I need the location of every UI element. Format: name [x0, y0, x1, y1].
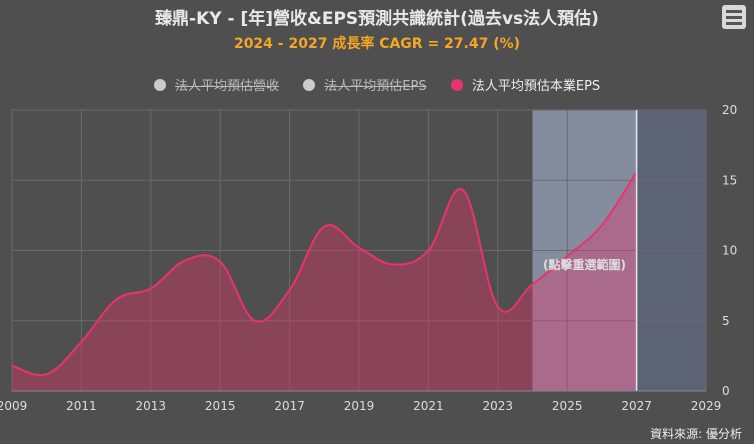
legend: 法人平均預估營收 法人平均預估EPS 法人平均預估本業EPS — [0, 75, 754, 94]
x-tick-label: 2023 — [483, 399, 514, 413]
legend-dot-icon — [450, 79, 463, 91]
zoom-reset-label: (點擊重選範圍) — [543, 257, 626, 272]
series-area — [12, 171, 637, 391]
y-tick-label: 5 — [722, 314, 730, 328]
source-credit: 資料來源: 優分析 — [650, 427, 742, 441]
y-tick-label: 10 — [722, 244, 737, 258]
x-tick-label: 2009 — [0, 399, 27, 413]
y-tick-label: 15 — [722, 173, 737, 187]
x-tick-label: 2017 — [274, 399, 305, 413]
x-tick-label: 2021 — [413, 399, 444, 413]
series-line — [11, 171, 638, 377]
x-tick-label: 2019 — [344, 399, 375, 413]
x-tick-label: 2015 — [205, 399, 236, 413]
x-tick-label: 2027 — [621, 399, 652, 413]
chart-title: 臻鼎-KY - [年]營收&EPS預測共識統計(過去vs法人預估) — [155, 9, 599, 29]
legend-label: 法人平均預估營收 — [174, 79, 279, 94]
legend-item-revenue[interactable]: 法人平均預估營收 — [153, 75, 279, 94]
legend-dot-icon — [303, 79, 316, 91]
menu-icon[interactable] — [722, 5, 746, 29]
legend-item-eps[interactable]: 法人平均預估EPS — [303, 75, 427, 94]
y-tick-label: 20 — [722, 103, 737, 117]
y-tick-label: 0 — [722, 384, 730, 398]
x-tick-label: 2025 — [552, 399, 583, 413]
legend-item-core-eps[interactable]: 法人平均預估本業EPS — [450, 75, 601, 94]
legend-label: 法人平均預估EPS — [324, 79, 427, 94]
chart-subtitle: 2024 - 2027 成長率 CAGR = 27.47 (%) — [233, 36, 521, 52]
x-tick-label: 2013 — [136, 399, 167, 413]
x-tick-label: 2011 — [66, 399, 97, 413]
x-tick-label: 2029 — [691, 399, 722, 413]
legend-dot-icon — [153, 79, 166, 91]
legend-label: 法人平均預估本業EPS — [471, 79, 601, 94]
